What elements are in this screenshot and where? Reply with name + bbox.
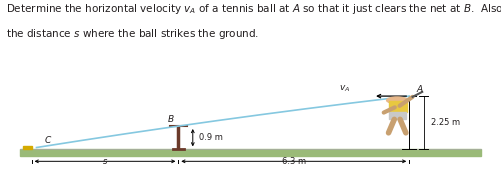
Text: C: C — [45, 136, 51, 145]
Text: B: B — [168, 115, 174, 124]
Text: 2.25 m: 2.25 m — [431, 118, 460, 127]
Bar — [389, 112, 406, 119]
Text: 0.9 m: 0.9 m — [198, 133, 222, 142]
Text: A: A — [416, 85, 422, 94]
Bar — [24, 146, 32, 149]
Text: the distance $s$ where the ball strikes the ground.: the distance $s$ where the ball strikes … — [6, 27, 259, 41]
Bar — [389, 101, 407, 112]
Text: $s$: $s$ — [102, 157, 108, 166]
Bar — [20, 149, 481, 156]
Text: Determine the horizontal velocity $v_A$ of a tennis ball at $A$ so that it just : Determine the horizontal velocity $v_A$ … — [6, 2, 501, 16]
Text: $v_A$: $v_A$ — [340, 83, 351, 94]
Circle shape — [387, 97, 408, 104]
Text: 6.3 m: 6.3 m — [282, 157, 306, 166]
